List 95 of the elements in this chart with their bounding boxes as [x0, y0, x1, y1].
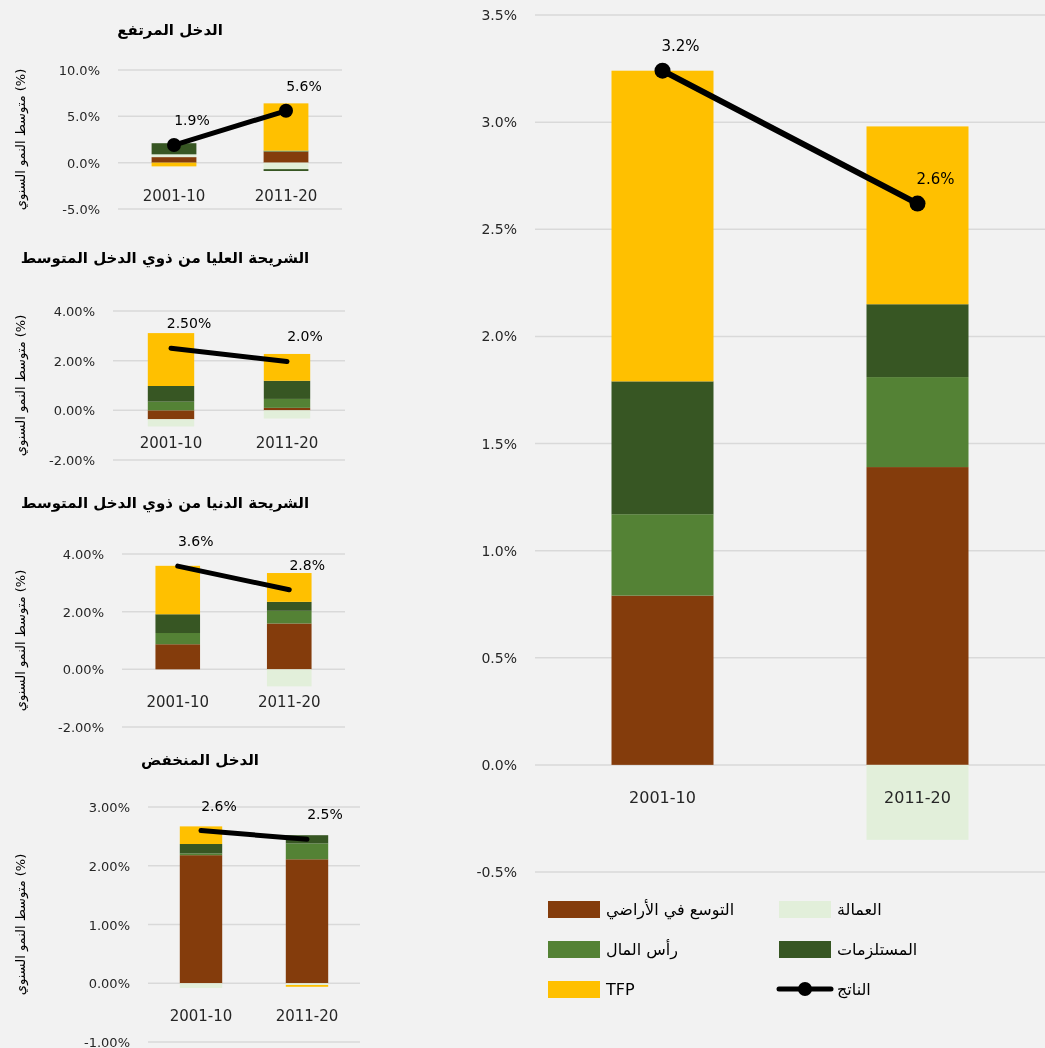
y-tick-label: 0.00%	[62, 662, 104, 678]
data-label: 2.50%	[166, 315, 212, 332]
bar	[155, 644, 201, 670]
bar	[155, 633, 201, 645]
y-tick-label: -2.00%	[49, 453, 95, 468]
y-tick-label: 1.0%	[481, 542, 517, 559]
bar	[266, 573, 312, 602]
chart-title: الشريحة العليا من ذوي الدخل المتوسط	[20, 249, 310, 268]
bar	[179, 844, 223, 854]
x-tick-label: 2001-10	[139, 434, 203, 453]
data-label: 2.6%	[201, 797, 237, 814]
legend-label: الناتج	[837, 980, 871, 999]
y-tick-label: -2.00%	[58, 720, 104, 735]
bar	[285, 843, 329, 860]
bar	[263, 380, 311, 399]
x-tick-label: 2011-20	[275, 1007, 339, 1026]
y-tick-label: 2.0%	[481, 328, 517, 345]
x-tick-label: 2001-10	[169, 1007, 233, 1026]
bar	[266, 669, 312, 687]
y-tick-label: -5.0%	[62, 202, 100, 217]
bar	[611, 514, 714, 596]
bar	[866, 764, 969, 840]
bar	[285, 859, 329, 984]
y-tick-label: 1.5%	[481, 435, 517, 452]
bar	[263, 410, 311, 419]
bar	[147, 410, 195, 420]
bar	[147, 333, 195, 386]
x-tick-label: 2001-10	[142, 186, 206, 205]
data-label: 2.0%	[287, 328, 323, 345]
y-tick-label: 3.00%	[88, 800, 130, 815]
bar	[266, 601, 312, 611]
y-tick-label: 3.5%	[481, 7, 517, 23]
legend-label: المستلزمات	[837, 940, 918, 960]
legend-label: رأس المال	[606, 939, 678, 960]
bar	[866, 126, 969, 305]
y-tick-label: 2.00%	[88, 858, 130, 874]
data-label: 3.6%	[177, 533, 214, 550]
bar	[155, 565, 201, 615]
bar	[263, 162, 309, 170]
chart-title: الدخل المرتفع	[117, 21, 223, 39]
y-tick-label: -1.00%	[84, 1035, 130, 1048]
data-label: 2.6%	[916, 169, 955, 188]
data-label: 3.2%	[661, 36, 700, 55]
y-tick-label: 1.00%	[88, 917, 130, 933]
bar	[866, 304, 969, 378]
bar	[611, 595, 714, 765]
bar	[179, 983, 223, 988]
y-tick-label: 2.00%	[53, 353, 95, 369]
x-tick-label: 2011-20	[255, 434, 319, 453]
x-tick-label: 2011-20	[884, 787, 951, 807]
bar	[179, 855, 223, 984]
x-tick-label: 2001-10	[146, 693, 210, 712]
data-label: 1.9%	[174, 112, 210, 129]
y-tick-label: 0.00%	[53, 403, 95, 419]
bar	[263, 151, 309, 163]
legend-label: TFP	[605, 980, 635, 999]
y-tick-label: 2.00%	[62, 604, 104, 620]
y-tick-label: 4.00%	[62, 547, 104, 562]
y-tick-label: 0.0%	[481, 756, 517, 773]
y-axis-title: متوسط النمو السنوي (%)	[13, 853, 29, 996]
data-label: 2.5%	[307, 806, 343, 823]
legend-label: التوسع في الأراضي	[606, 899, 735, 920]
y-tick-label: 5.0%	[66, 109, 100, 125]
y-tick-label: 2.5%	[481, 221, 517, 238]
y-tick-label: 10.0%	[58, 63, 100, 78]
chart-title: الشريحة الدنيا من ذوي الدخل المتوسط	[20, 494, 310, 513]
x-tick-label: 2011-20	[254, 186, 318, 205]
legend-label: العمالة	[837, 900, 882, 919]
y-tick-label: 0.0%	[66, 155, 100, 171]
bar	[263, 398, 311, 408]
bar	[611, 381, 714, 515]
bar	[151, 157, 197, 163]
y-axis-title: متوسط النمو السنوي (%)	[13, 569, 29, 712]
y-tick-label: -0.5%	[476, 864, 517, 880]
chart-title: الدخل المنخفض	[141, 751, 259, 769]
bar	[266, 623, 312, 670]
x-tick-label: 2001-10	[629, 787, 696, 807]
bar	[147, 419, 195, 427]
y-axis-title: متوسط النمو السنوي (%)	[13, 314, 29, 457]
y-tick-label: 0.5%	[481, 649, 517, 666]
bar	[151, 154, 197, 158]
y-tick-label: 4.00%	[53, 304, 95, 319]
bar	[147, 386, 195, 402]
data-label: 5.6%	[286, 77, 322, 94]
y-axis-title: متوسط النمو السنوي (%)	[13, 68, 29, 211]
y-tick-label: 3.0%	[481, 114, 517, 131]
bar	[155, 614, 201, 633]
bar	[866, 467, 969, 765]
bar	[266, 610, 312, 624]
bar	[147, 401, 195, 411]
bar	[866, 377, 969, 468]
bar	[611, 70, 714, 382]
y-tick-label: 0.00%	[88, 976, 130, 992]
data-label: 2.8%	[289, 556, 326, 573]
x-tick-label: 2011-20	[257, 693, 321, 712]
